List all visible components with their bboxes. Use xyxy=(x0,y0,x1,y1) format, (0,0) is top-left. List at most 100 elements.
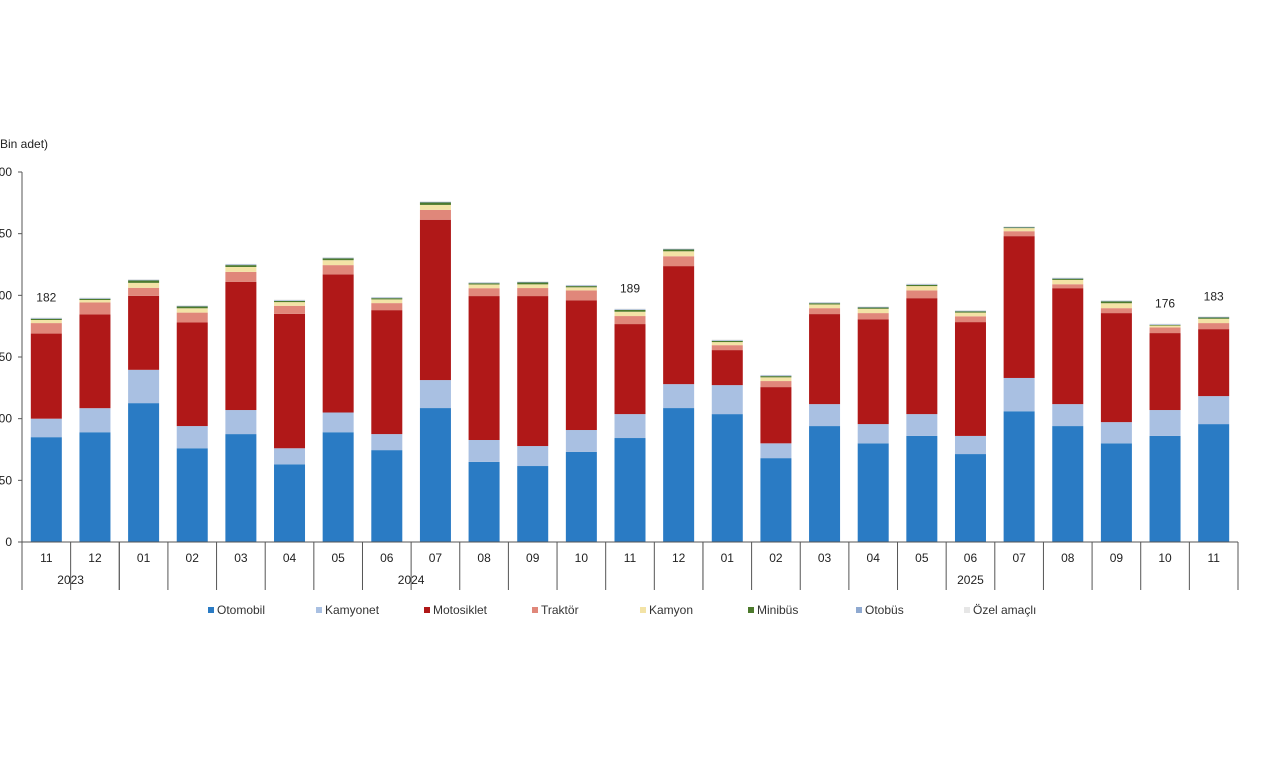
bar-segment-otomobil xyxy=(954,454,986,542)
bar-segment-zelamal xyxy=(517,281,549,282)
bar-segment-kamyon xyxy=(30,320,62,324)
bar-segment-traktr xyxy=(1100,308,1132,314)
bar-segment-otobs xyxy=(760,375,792,377)
bar-segment-otobs xyxy=(711,340,743,341)
x-tick-label: 05 xyxy=(331,551,345,565)
bar-segment-otomobil xyxy=(225,434,257,542)
bar-segment-motosiklet xyxy=(614,324,646,415)
bar-segment-kamyonet xyxy=(419,380,451,409)
bar-segment-kamyon xyxy=(760,377,792,382)
y-tick-label: 100 xyxy=(0,412,12,426)
bar-segment-otomobil xyxy=(128,403,160,542)
bar-segment-minibs xyxy=(79,298,111,301)
bar-segment-minibs xyxy=(954,311,986,313)
x-tick-label: 03 xyxy=(234,551,248,565)
bar-segment-kamyon xyxy=(614,311,646,317)
x-tick-label: 11 xyxy=(624,551,637,565)
bar-segment-minibs xyxy=(565,286,597,288)
x-tick-label: 06 xyxy=(380,551,394,565)
bar-segment-otobs xyxy=(322,257,354,259)
legend-label: Otomobil xyxy=(217,603,266,617)
legend-item: Kamyonet xyxy=(316,603,424,617)
bar-segment-otobs xyxy=(954,310,986,312)
bar-segment-traktr xyxy=(565,290,597,301)
total-label: 183 xyxy=(1204,289,1224,303)
legend-label: Özel amaçlı xyxy=(973,603,1037,617)
total-label: 189 xyxy=(620,282,640,296)
bar-segment-motosiklet xyxy=(906,298,938,415)
bar-segment-traktr xyxy=(322,265,354,275)
x-tick-label: 11 xyxy=(1207,551,1220,565)
bar-segment-zelamal xyxy=(663,248,695,249)
bar-segment-otomobil xyxy=(906,435,938,542)
x-tick-label: 10 xyxy=(575,551,589,565)
legend-label: Traktör xyxy=(541,603,579,617)
legend-label: Motosiklet xyxy=(433,603,488,617)
bar-segment-zelamal xyxy=(128,279,160,280)
bar-segment-kamyon xyxy=(419,204,451,210)
bar-segment-kamyon xyxy=(857,308,889,314)
bar-segment-motosiklet xyxy=(30,333,62,419)
bar-segment-kamyonet xyxy=(857,424,889,444)
bar-segment-zelamal xyxy=(1100,300,1132,301)
bar-segment-traktr xyxy=(225,271,257,282)
bar-segment-minibs xyxy=(517,282,549,285)
legend-swatch xyxy=(316,607,322,613)
bar-segment-otomobil xyxy=(322,432,354,542)
bar-segment-kamyonet xyxy=(614,414,646,439)
bar-segment-kamyon xyxy=(128,282,160,288)
x-tick-label: 05 xyxy=(915,551,929,565)
legend-swatch xyxy=(640,607,646,613)
x-tick-label: 04 xyxy=(283,551,297,565)
bar-segment-otomobil xyxy=(565,451,597,542)
y-tick-label: 0 xyxy=(5,535,12,549)
legend-label: Minibüs xyxy=(757,603,799,617)
bar-segment-motosiklet xyxy=(225,281,257,411)
bar-segment-traktr xyxy=(857,313,889,320)
x-tick-label: 10 xyxy=(1158,551,1172,565)
bar-segment-kamyon xyxy=(468,284,500,289)
year-label: 2025 xyxy=(957,573,984,587)
bar-segment-otobs xyxy=(565,285,597,287)
bar-segment-zelamal xyxy=(79,297,111,299)
bar-segment-minibs xyxy=(1100,301,1132,304)
bar-segment-minibs xyxy=(711,340,743,343)
bar-segment-motosiklet xyxy=(128,295,160,370)
bar-segment-kamyon xyxy=(1052,279,1084,285)
bar-segment-motosiklet xyxy=(1052,288,1084,405)
bar-segment-otobs xyxy=(371,297,403,299)
bar-segment-kamyon xyxy=(954,312,986,317)
bar-segment-kamyonet xyxy=(1100,422,1132,444)
bar-segment-kamyonet xyxy=(954,435,986,455)
bar-segment-otomobil xyxy=(1149,435,1181,542)
bar-segment-kamyonet xyxy=(468,440,500,462)
bar-segment-otomobil xyxy=(711,414,743,542)
bar-segment-traktr xyxy=(906,290,938,299)
legend-swatch xyxy=(748,607,754,613)
bar-segment-kamyon xyxy=(1198,318,1230,324)
bar-segment-motosiklet xyxy=(274,313,306,449)
bar-segment-zelamal xyxy=(565,284,597,286)
bar-segment-motosiklet xyxy=(419,219,451,381)
bar-segment-kamyon xyxy=(906,286,938,291)
legend-swatch xyxy=(856,607,862,613)
bar-segment-otobs xyxy=(517,281,549,283)
bar-segment-minibs xyxy=(857,307,889,309)
bar-segment-motosiklet xyxy=(663,266,695,385)
bar-segment-kamyonet xyxy=(760,443,792,459)
bar-segment-otomobil xyxy=(857,443,889,542)
bar-segment-minibs xyxy=(322,258,354,261)
bar-segment-minibs xyxy=(128,280,160,283)
bar-segment-minibs xyxy=(225,265,257,267)
bar-segment-kamyon xyxy=(1100,303,1132,309)
bar-segment-kamyon xyxy=(809,304,841,309)
bar-segment-otobs xyxy=(225,264,257,266)
legend-swatch xyxy=(208,607,214,613)
legend-item: Kamyon xyxy=(640,603,748,617)
x-tick-label: 09 xyxy=(1110,551,1124,565)
bar-segment-traktr xyxy=(176,312,208,323)
bar-segment-otobs xyxy=(1149,324,1181,325)
bar-segment-zelamal xyxy=(906,283,938,285)
x-tick-label: 09 xyxy=(526,551,540,565)
